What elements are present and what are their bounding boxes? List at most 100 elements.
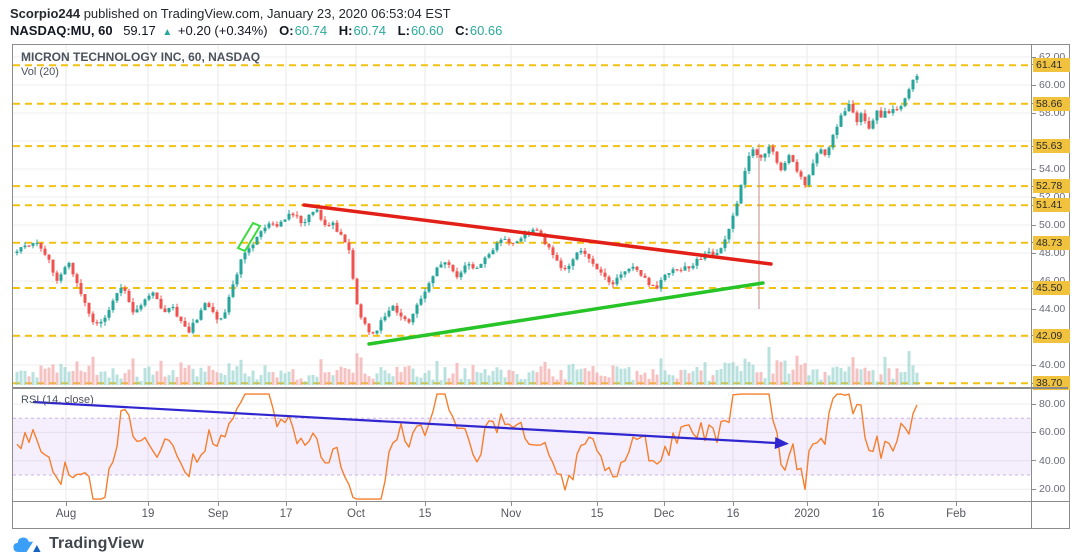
tradingview-brand-link[interactable]: TradingView — [12, 532, 144, 556]
volume-bar — [827, 375, 831, 385]
time-tick-mark — [218, 502, 219, 506]
volume-bar — [711, 375, 715, 385]
candlestick-rsi-canvas[interactable] — [13, 45, 1031, 501]
time-axis-label: Nov — [500, 508, 522, 520]
candle-body — [471, 264, 475, 269]
candle-body — [435, 267, 439, 277]
volume-bar — [219, 373, 223, 385]
volume-bar — [571, 363, 575, 385]
candle-body — [303, 221, 307, 224]
candle-body — [367, 323, 371, 333]
volume-bar — [223, 374, 227, 385]
volume-bar — [271, 372, 275, 385]
candle-body — [851, 104, 855, 113]
volume-bar — [907, 351, 911, 385]
volume-bar — [147, 366, 151, 385]
candle-body — [467, 264, 471, 266]
volume-bar — [279, 370, 283, 385]
volume-bar — [483, 369, 487, 385]
volume-bar — [311, 374, 315, 385]
candle-body — [127, 290, 131, 303]
candle-body — [171, 306, 175, 309]
rsi-arrowhead — [774, 436, 789, 449]
price-level-badge: 58.66 — [1033, 96, 1070, 111]
volume-bar — [43, 368, 47, 385]
price-axis-tick: 20.00 — [1039, 483, 1066, 496]
rsi-trend-arrow[interactable] — [32, 400, 786, 445]
candle-body — [575, 252, 579, 260]
candle-body — [539, 230, 543, 234]
volume-bar — [583, 368, 587, 385]
volume-bar — [351, 372, 355, 385]
candle-body — [287, 213, 291, 220]
volume-bar — [267, 372, 271, 385]
price-level-badge: 45.50 — [1033, 281, 1070, 295]
high-value: 60.74 — [353, 23, 387, 38]
green-channel-drawing[interactable] — [236, 221, 262, 253]
candle-body — [523, 233, 527, 239]
candle-body — [259, 231, 263, 237]
red-trendline[interactable] — [302, 203, 773, 266]
candle-body — [723, 239, 727, 249]
volume-bar — [727, 363, 731, 385]
pane-separator[interactable] — [13, 387, 1068, 389]
volume-bar — [519, 379, 523, 385]
volume-bar — [871, 369, 875, 385]
volume-bar — [811, 369, 815, 385]
candle-body — [795, 161, 799, 172]
candle-body — [167, 308, 171, 313]
volume-bar — [775, 360, 779, 385]
volume-bar — [847, 366, 851, 385]
candle-body — [663, 274, 667, 281]
candle-body — [707, 251, 711, 254]
volume-bar — [307, 375, 311, 385]
candle-body — [147, 295, 151, 300]
time-axis[interactable]: Aug 19 Sep 17 Oct 15 Nov 15 Dec 16 2020 16 Feb — [13, 501, 1031, 528]
volume-bar — [415, 376, 419, 385]
volume-bar — [275, 377, 279, 385]
time-axis-label: 19 — [141, 508, 155, 520]
candle-body — [735, 203, 739, 216]
volume-bar — [491, 371, 495, 385]
volume-bar — [515, 374, 519, 385]
volume-bar — [915, 372, 919, 385]
volume-bar — [391, 376, 395, 385]
candle-body — [731, 215, 735, 229]
time-tick-mark — [956, 502, 957, 506]
volume-bar — [467, 378, 471, 385]
candle-body — [351, 250, 355, 279]
price-axis[interactable]: 62.0060.0058.0054.0052.0050.0048.0046.00… — [1031, 45, 1070, 501]
volume-bar — [123, 373, 127, 385]
chart-plot-area[interactable] — [13, 45, 1031, 527]
volume-bar — [659, 358, 663, 385]
candle-body — [39, 242, 43, 249]
candle-body — [223, 312, 227, 319]
candle-body — [219, 318, 223, 320]
volume-bar — [107, 377, 111, 385]
candle-body — [271, 223, 275, 225]
volume-bar — [383, 370, 387, 385]
axis-tick-mark — [1032, 224, 1036, 226]
volume-indicator-label: Vol (20) — [21, 66, 59, 78]
candle-body — [443, 262, 447, 265]
volume-bar — [655, 374, 659, 385]
volume-bar — [443, 367, 447, 385]
volume-bar — [195, 376, 199, 385]
candle-body — [403, 316, 407, 320]
volume-bar — [879, 374, 883, 385]
volume-bar — [411, 368, 415, 385]
volume-bar — [771, 373, 775, 385]
volume-bar — [379, 367, 383, 385]
open-value: 60.74 — [294, 23, 328, 38]
price-change: +0.20 (+0.34%) — [177, 23, 268, 38]
candle-body — [839, 115, 843, 127]
price-axis-tick: 80.00 — [1039, 398, 1066, 410]
axis-tick-mark — [1032, 56, 1036, 58]
candle-body — [235, 274, 239, 285]
volume-bar — [119, 378, 123, 385]
candle-body — [783, 163, 787, 171]
time-tick-mark — [878, 502, 879, 506]
volume-bar — [667, 374, 671, 385]
volume-bar — [639, 374, 643, 385]
green-trendline[interactable] — [367, 281, 765, 346]
